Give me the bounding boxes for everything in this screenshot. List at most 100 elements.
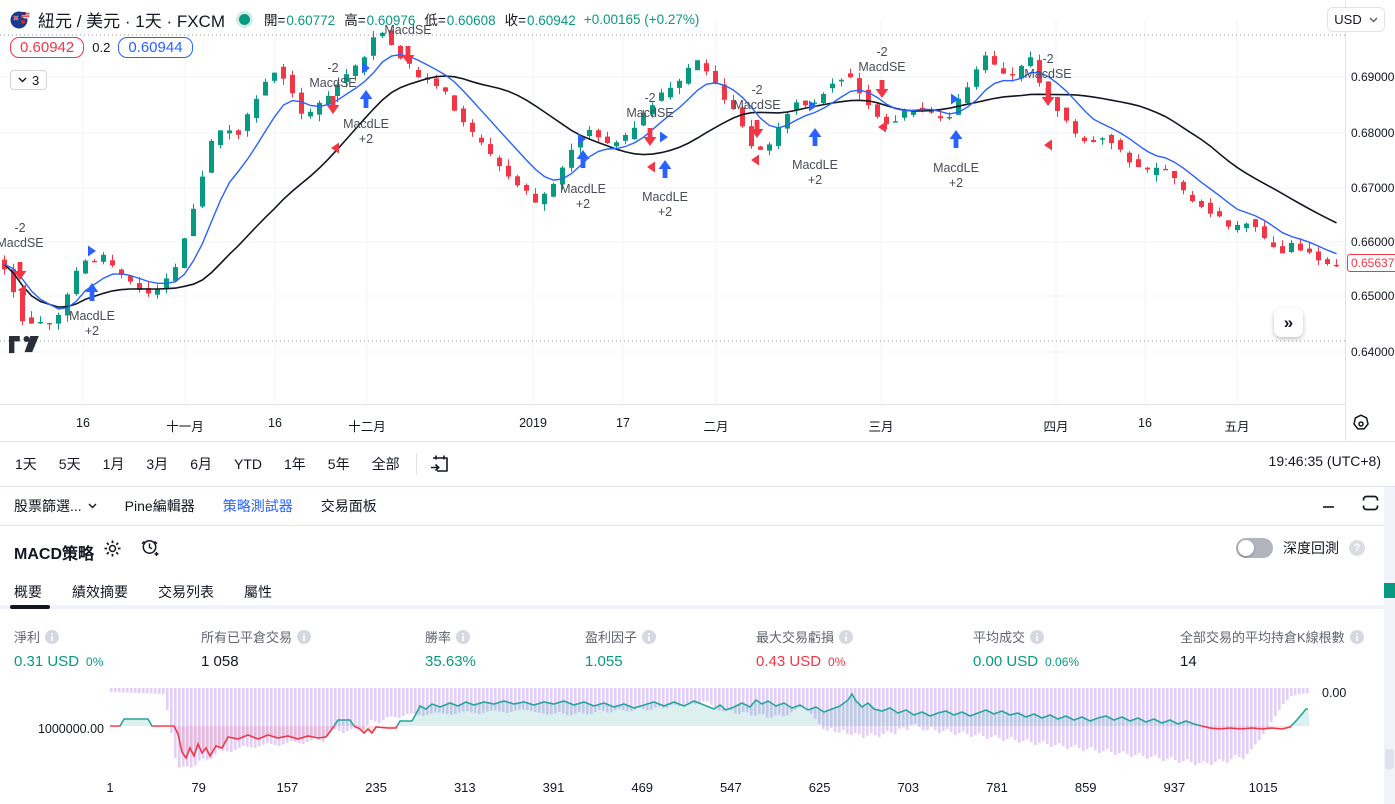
time-axis-label[interactable]: 十二月 [348,420,386,434]
range-button-5年[interactable]: 5年 [327,456,350,472]
panel-scrollbar[interactable] [1384,487,1395,804]
range-button-YTD[interactable]: YTD [233,456,262,472]
time-axis-label[interactable]: 16 [268,416,282,430]
strategy-settings-gear-icon[interactable] [103,539,122,558]
clock-timezone-button[interactable]: 19:46:35 (UTC+8) [1268,453,1381,469]
short-entry-signal[interactable]: MacdSE [384,23,432,64]
long-entry-signal[interactable]: MacdLE+2 [343,62,389,147]
range-button-1年[interactable]: 1年 [283,456,306,472]
stat-label-text: 所有已平倉交易 [201,630,293,645]
report-tab-2[interactable]: 交易列表 [158,584,214,600]
long-entry-signal[interactable]: MacdLE+2 [642,131,688,220]
panel-tab-label: 交易面板 [320,498,377,514]
chart-settings-icon[interactable] [1348,411,1374,437]
info-icon[interactable] [297,629,312,644]
scrollbar-thumb[interactable] [1385,749,1394,769]
ask-price-button[interactable]: 0.60944 [118,37,193,58]
stat-label-text: 淨利 [14,630,41,645]
time-axis[interactable]: 16 十一月 16 十二月 2019 17 二月 三月 四月 16 五月 [0,404,1345,441]
time-axis-label[interactable]: 17 [616,416,630,430]
scroll-to-latest-button[interactable]: » [1274,308,1303,337]
report-tab-1[interactable]: 績效摘要 [72,584,128,600]
price-axis-label: 0.64000 [1351,345,1395,359]
strategy-title: MACD策略 [14,546,94,563]
minimize-icon[interactable] [1321,496,1336,511]
maximize-icon[interactable] [1362,495,1379,511]
ohlc-value: 0.60608 [446,13,496,28]
time-axis-label[interactable]: 十一月 [166,420,204,434]
svg-text:MacdLE: MacdLE [642,190,688,204]
time-axis-label[interactable]: 16 [1138,416,1152,430]
add-alert-icon[interactable] [140,538,160,558]
info-icon[interactable] [1349,629,1364,644]
info-icon[interactable] [642,629,657,644]
long-entry-signal[interactable]: MacdLE+2 [69,245,115,339]
stat-2: 勝率 35.63% [425,627,476,670]
chart-pane[interactable]: -2 MacdSE -2 MacdSE MacdSE -2 MacdSE -2 MacdSE -2… [0,0,1345,404]
range-button-1天[interactable]: 1天 [15,456,37,472]
svg-text:-2: -2 [327,61,338,75]
bid-price-button[interactable]: 0.60942 [10,37,85,58]
short-entry-marker-icon [331,142,339,154]
range-button-1月[interactable]: 1月 [102,456,125,472]
indicator-count: 3 [32,72,40,88]
svg-text:+2: +2 [359,132,373,146]
info-icon[interactable] [1030,629,1045,644]
equity-baseline-label: 1000000.00 [37,722,104,736]
svg-text:+2: +2 [808,173,822,187]
currency-label: USD [1334,12,1362,27]
price-axis[interactable]: 0.69000 0.68000 0.67000 0.66000 0.65000 0.640… [1345,0,1395,441]
equity-x-label: 703 [897,780,920,795]
panel-tab-1[interactable]: Pine編輯器 [125,496,195,516]
range-button-5天[interactable]: 5天 [58,456,81,472]
time-axis-label[interactable]: 三月 [868,420,894,434]
market-status-icon[interactable] [239,13,250,25]
equity-x-label: 1015 [1248,780,1278,795]
panel-tab-label: Pine編輯器 [124,498,195,514]
info-icon[interactable] [839,629,854,644]
stat-0: 淨利 0.31 USD 0% [14,627,103,670]
equity-x-label: 79 [191,780,206,795]
sell-arrow-icon [750,120,764,138]
equity-x-label: 937 [1163,780,1186,795]
buy-arrow-icon [808,128,822,146]
report-tab-3[interactable]: 屬性 [244,584,272,600]
equity-curve-chart[interactable] [110,684,1310,776]
equity-x-label: 1 [106,780,114,795]
range-button-全部[interactable]: 全部 [371,456,400,472]
panel-tab-2[interactable]: 策略測試器 [223,496,293,516]
deep-backtest-toggle[interactable] [1236,538,1273,558]
symbol-title[interactable]: 紐元 / 美元 · 1天 · FXCM [38,11,225,31]
time-axis-label[interactable]: 五月 [1224,420,1250,434]
strategy-header-row: MACD策略 深度回測 ? [0,526,1395,574]
tradingview-logo[interactable] [9,336,43,355]
range-button-6月[interactable]: 6月 [190,456,212,472]
panel-tab-0[interactable]: 股票篩選... [14,496,97,516]
time-axis-label[interactable]: 二月 [703,420,729,434]
time-axis-label[interactable]: 2019 [519,416,547,430]
long-entry-signal[interactable]: MacdLE+2 [933,93,979,191]
go-to-date-button[interactable] [425,449,455,479]
equity-line-negative [110,726,1293,760]
help-icon[interactable]: ? [1349,540,1365,556]
candlestick-chart[interactable]: -2MacdSE-2MacdSEMacdSE-2MacdSE-2MacdSE-2… [0,0,1345,404]
stat-main-value: 0.31 USD [14,653,80,670]
svg-text:MacdSE: MacdSE [733,98,780,112]
panel-tab-3[interactable]: 交易面板 [321,496,377,516]
info-icon[interactable] [456,629,471,644]
info-icon[interactable] [45,629,60,644]
time-axis-label[interactable]: 16 [76,416,90,430]
long-entry-signal[interactable]: MacdLE+2 [792,100,838,188]
indicators-collapse-button[interactable]: 3 [10,70,48,90]
time-axis-label[interactable]: 四月 [1043,420,1069,434]
report-tab-0[interactable]: 概要 [14,584,42,600]
long-entry-signal[interactable]: MacdLE+2 [560,133,606,212]
currency-selector-button[interactable]: USD [1327,7,1385,32]
range-button-3月[interactable]: 3月 [146,456,169,472]
